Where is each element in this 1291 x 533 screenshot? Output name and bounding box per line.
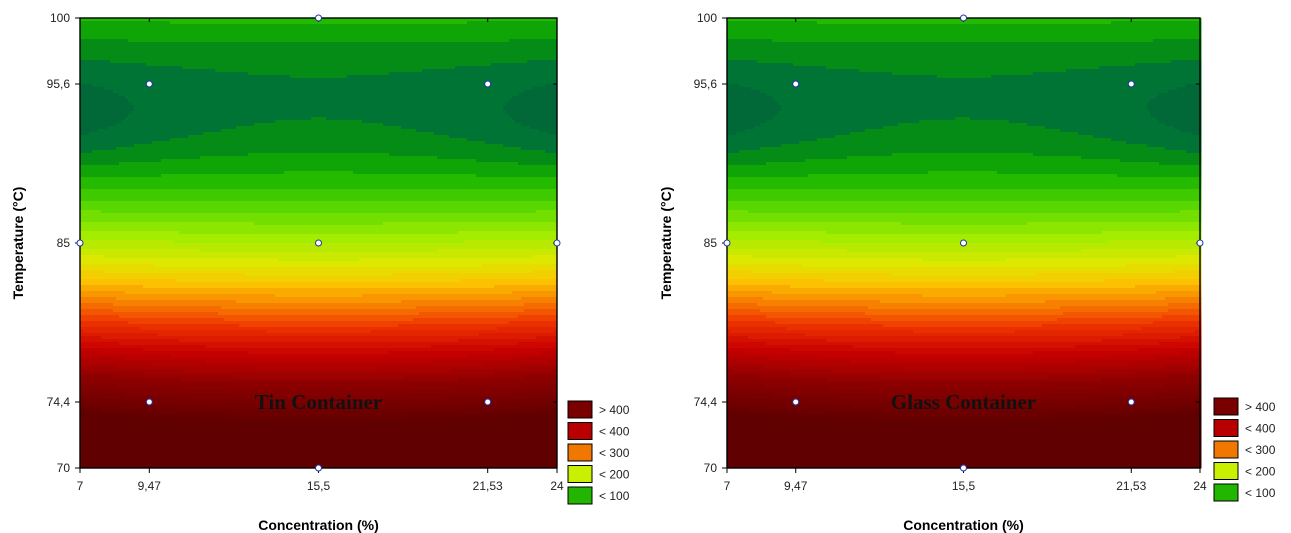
design-point	[76, 239, 84, 247]
contour-chart-glass: 7 9,47 15,5 21,53 24 70 74,4 85 95,6 100 Glass Con…	[658, 11, 1276, 533]
x-tick-label: 9,47	[784, 479, 808, 493]
y-tick-label: 85	[57, 236, 71, 250]
y-tick-label: 70	[57, 461, 71, 475]
design-point	[960, 239, 967, 247]
design-point	[1127, 398, 1135, 406]
design-point	[484, 398, 492, 406]
legend-label: < 100	[599, 489, 630, 503]
y-axis-title: Temperature (°C)	[658, 187, 674, 300]
design-point	[960, 464, 967, 472]
legend-swatch	[567, 486, 593, 505]
legend-label: < 200	[599, 468, 630, 482]
y-tick-label: 100	[50, 11, 70, 25]
design-point	[315, 14, 322, 22]
legend-swatch	[1213, 462, 1239, 480]
x-tick-label: 7	[77, 479, 84, 493]
x-tick-label: 24	[550, 479, 564, 493]
legend-swatch	[567, 443, 593, 462]
legend-label: < 400	[1245, 422, 1276, 436]
container-label: Glass Container	[891, 390, 1036, 414]
contour-surface	[727, 18, 1202, 469]
legend-label: > 400	[599, 403, 630, 417]
contour-panel-glass: 7 9,47 15,5 21,53 24 70 74,4 85 95,6 100 Glass Con…	[648, 0, 1288, 533]
y-tick-label: 95,6	[47, 77, 71, 91]
y-tick-label: 74,4	[694, 395, 718, 409]
contour-panel-tin: 7 9,47 15,5 21,53 24 70 74,4 85 95,6 100 Tin Conta…	[0, 0, 640, 533]
x-tick-label: 24	[1193, 479, 1207, 493]
legend-swatch	[1213, 440, 1239, 459]
legend-label: > 400	[1245, 400, 1276, 414]
design-point	[792, 80, 800, 88]
design-point	[723, 239, 731, 247]
legend-swatch	[567, 422, 593, 440]
contour-chart-tin: 7 9,47 15,5 21,53 24 70 74,4 85 95,6 100 Tin Conta…	[10, 11, 630, 533]
legend-label: < 100	[1245, 486, 1276, 500]
container-label: Tin Container	[255, 390, 382, 414]
y-tick-label: 74,4	[47, 395, 71, 409]
legend: > 400 < 400 < 300 < 200 < 100	[1213, 397, 1276, 502]
x-axis-title: Concentration (%)	[258, 517, 379, 533]
design-point	[484, 80, 492, 88]
x-tick-label: 7	[724, 479, 731, 493]
y-axis-title: Temperature (°C)	[10, 187, 26, 300]
legend-swatch	[1213, 483, 1239, 502]
design-point	[145, 80, 153, 88]
x-tick-label: 15,5	[952, 479, 976, 493]
legend-label: < 300	[599, 446, 630, 460]
design-point	[1127, 80, 1135, 88]
x-tick-label: 21,53	[473, 479, 503, 493]
contour-surface	[80, 18, 558, 469]
legend-swatch	[567, 465, 593, 483]
design-point	[315, 239, 322, 247]
x-tick-label: 21,53	[1116, 479, 1146, 493]
y-tick-label: 70	[704, 461, 718, 475]
design-point	[1196, 239, 1204, 247]
design-point	[553, 239, 561, 247]
legend-swatch	[1213, 419, 1239, 437]
legend-label: < 200	[1245, 465, 1276, 479]
legend-swatch	[1213, 397, 1239, 416]
y-tick-label: 100	[697, 11, 717, 25]
design-point	[792, 398, 800, 406]
design-point	[315, 464, 322, 472]
legend: > 400 < 400 < 300 < 200 < 100	[567, 400, 630, 505]
x-axis-title: Concentration (%)	[903, 517, 1024, 533]
y-tick-label: 95,6	[694, 77, 718, 91]
design-point	[960, 14, 967, 22]
legend-swatch	[567, 400, 593, 419]
x-tick-label: 9,47	[138, 479, 162, 493]
x-tick-label: 15,5	[307, 479, 331, 493]
design-point	[145, 398, 153, 406]
legend-label: < 300	[1245, 443, 1276, 457]
y-tick-label: 85	[704, 236, 718, 250]
legend-label: < 400	[599, 425, 630, 439]
